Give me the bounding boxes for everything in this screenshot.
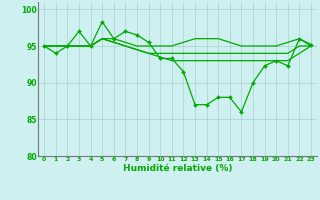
X-axis label: Humidité relative (%): Humidité relative (%) [123,164,232,173]
